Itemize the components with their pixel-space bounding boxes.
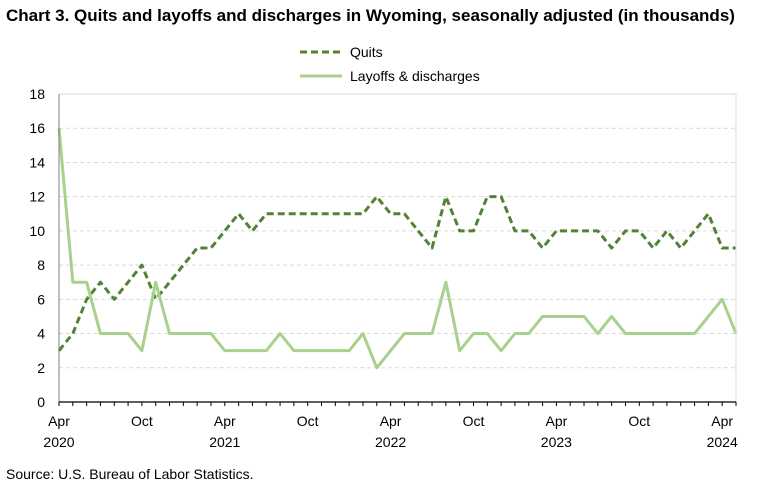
x-tick-labels: Apr 2020 Oct Apr 2021 Oct Apr 2022 Oct Apr 2023 Oct…	[43, 413, 738, 450]
legend: Quits Layoffs & discharges	[300, 44, 480, 84]
y-tick-label: 6	[37, 291, 45, 307]
y-tick-label: 14	[29, 154, 45, 170]
x-tick-label-month: Apr	[711, 413, 733, 429]
quits-series-line	[57, 195, 736, 352]
source-note: Source: U.S. Bureau of Labor Statistics.	[6, 466, 254, 482]
x-tick-label-year: 2020	[43, 434, 74, 450]
axes	[58, 93, 737, 406]
x-tick-label-month: Oct	[463, 413, 485, 429]
x-tick-label-month: Oct	[131, 413, 153, 429]
x-tick-label-year: 2023	[541, 434, 572, 450]
x-tick-label-year: 2021	[209, 434, 240, 450]
y-tick-label: 16	[29, 120, 45, 136]
y-tick-label: 2	[37, 360, 45, 376]
y-tick-label: 4	[37, 326, 45, 342]
series-layer	[57, 128, 738, 370]
x-tick-label-month: Apr	[380, 413, 402, 429]
legend-layoffs-label: Layoffs & discharges	[350, 68, 480, 84]
chart-title: Chart 3. Quits and layoffs and discharge…	[6, 6, 735, 25]
y-tick-label: 0	[37, 394, 45, 410]
y-tick-label: 12	[29, 189, 45, 205]
y-tick-label: 8	[37, 257, 45, 273]
x-tick-label-month: Apr	[545, 413, 567, 429]
y-tick-labels: 0 2 4 6 8 10 12 14 16 18	[29, 86, 45, 410]
legend-quits-label: Quits	[350, 44, 383, 60]
y-tick-label: 18	[29, 86, 45, 102]
x-tick-label-month: Apr	[48, 413, 70, 429]
x-tick-label-month: Apr	[214, 413, 236, 429]
x-tick-label-month: Oct	[628, 413, 650, 429]
x-tick-label-year: 2024	[707, 434, 738, 450]
layoffs-series-line	[57, 128, 738, 370]
y-tick-label: 10	[29, 223, 45, 239]
x-tick-label-month: Oct	[297, 413, 319, 429]
x-tick-label-year: 2022	[375, 434, 406, 450]
